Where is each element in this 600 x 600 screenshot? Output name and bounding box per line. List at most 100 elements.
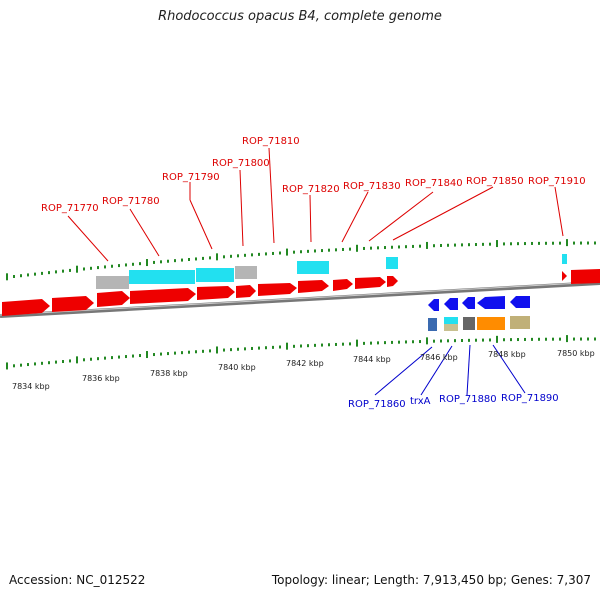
- forward-gene-arrow[interactable]: [333, 279, 353, 291]
- major-tick: [566, 239, 568, 247]
- minor-tick: [139, 262, 141, 266]
- feature-box[interactable]: [96, 276, 129, 289]
- minor-tick: [223, 348, 225, 352]
- minor-tick: [580, 337, 582, 341]
- axis-tick-label: 7838 kbp: [150, 369, 188, 378]
- feature-box[interactable]: [428, 318, 437, 331]
- forward-gene-arrow[interactable]: [2, 299, 50, 316]
- gene-label[interactable]: trxA: [410, 396, 431, 407]
- major-tick: [146, 351, 148, 359]
- minor-tick: [398, 245, 400, 249]
- gene-label[interactable]: ROP_71830: [343, 181, 401, 192]
- gene-label[interactable]: ROP_71770: [41, 203, 99, 214]
- minor-tick: [342, 342, 344, 346]
- forward-gene-arrow[interactable]: [571, 269, 600, 284]
- gene-label[interactable]: ROP_71800: [212, 158, 270, 169]
- forward-gene-arrow[interactable]: [52, 296, 94, 312]
- minor-tick: [461, 243, 463, 247]
- forward-gene-arrow[interactable]: [562, 271, 567, 281]
- forward-gene-arrow[interactable]: [298, 280, 329, 293]
- minor-tick: [545, 241, 547, 245]
- minor-tick: [482, 242, 484, 246]
- minor-tick: [27, 363, 29, 367]
- minor-tick: [405, 245, 407, 249]
- feature-box[interactable]: [444, 324, 458, 331]
- minor-tick: [209, 349, 211, 353]
- major-tick: [286, 342, 288, 350]
- lower-tick-row: [6, 335, 596, 370]
- forward-gene-arrow[interactable]: [258, 283, 297, 296]
- minor-tick: [34, 272, 36, 276]
- minor-tick: [538, 241, 540, 245]
- gene-label[interactable]: ROP_71820: [282, 184, 340, 195]
- gene-label[interactable]: ROP_71840: [405, 178, 463, 189]
- minor-tick: [244, 347, 246, 351]
- feature-box[interactable]: [477, 317, 505, 330]
- minor-tick: [489, 242, 491, 246]
- gene-label[interactable]: ROP_71910: [528, 176, 586, 187]
- feature-box[interactable]: [444, 317, 458, 324]
- feature-box[interactable]: [463, 317, 475, 330]
- minor-tick: [237, 254, 239, 258]
- axis-tick-label: 7846 kbp: [420, 353, 458, 362]
- feature-box[interactable]: [297, 261, 329, 274]
- reverse-gene-arrow[interactable]: [444, 298, 458, 310]
- feature-box[interactable]: [196, 268, 234, 282]
- minor-tick: [118, 355, 120, 359]
- minor-tick: [349, 342, 351, 346]
- minor-tick: [391, 340, 393, 344]
- reverse-gene-arrow[interactable]: [477, 296, 505, 309]
- minor-tick: [314, 249, 316, 253]
- forward-gene-arrow[interactable]: [387, 276, 398, 287]
- minor-tick: [580, 241, 582, 245]
- reverse-gene-arrow[interactable]: [462, 297, 475, 309]
- forward-gene-arrow[interactable]: [97, 291, 130, 307]
- gene-label[interactable]: ROP_71780: [102, 196, 160, 207]
- minor-tick: [321, 249, 323, 253]
- minor-tick: [258, 252, 260, 256]
- minor-tick: [433, 339, 435, 343]
- minor-tick: [419, 244, 421, 248]
- feature-box[interactable]: [510, 316, 530, 329]
- gene-label[interactable]: ROP_71790: [162, 172, 220, 183]
- forward-gene-arrow[interactable]: [197, 286, 235, 300]
- gene-label[interactable]: ROP_71890: [501, 393, 559, 404]
- minor-tick: [41, 271, 43, 275]
- minor-tick: [328, 248, 330, 252]
- gene-label[interactable]: ROP_71810: [242, 136, 300, 147]
- forward-gene-arrow[interactable]: [236, 285, 256, 298]
- minor-tick: [160, 352, 162, 356]
- minor-tick: [251, 253, 253, 257]
- reverse-gene-arrow[interactable]: [428, 299, 439, 311]
- gene-label[interactable]: ROP_71860: [348, 399, 406, 410]
- minor-tick: [20, 363, 22, 367]
- feature-box[interactable]: [386, 257, 398, 269]
- minor-tick: [48, 271, 50, 275]
- minor-tick: [377, 341, 379, 345]
- minor-tick: [531, 337, 533, 341]
- minor-tick: [412, 244, 414, 248]
- minor-tick: [377, 246, 379, 250]
- major-tick: [426, 337, 428, 345]
- forward-gene-arrow[interactable]: [355, 277, 386, 289]
- minor-tick: [363, 341, 365, 345]
- feature-box[interactable]: [235, 266, 257, 279]
- minor-tick: [251, 346, 253, 350]
- minor-tick: [223, 255, 225, 259]
- axis-tick-labels: 7834 kbp 7836 kbp 7838 kbp 7840 kbp 7842…: [12, 349, 595, 391]
- minor-tick: [132, 354, 134, 358]
- gene-label[interactable]: ROP_71880: [439, 394, 497, 405]
- forward-gene-arrow[interactable]: [130, 288, 196, 304]
- feature-box[interactable]: [129, 270, 195, 284]
- forward-gene-track: [2, 269, 600, 316]
- minor-tick: [230, 348, 232, 352]
- reverse-gene-arrow[interactable]: [510, 296, 530, 308]
- minor-tick: [384, 341, 386, 345]
- minor-tick: [573, 337, 575, 341]
- minor-tick: [244, 253, 246, 257]
- feature-box[interactable]: [562, 254, 567, 264]
- gene-label[interactable]: ROP_71850: [466, 176, 524, 187]
- minor-tick: [83, 267, 85, 271]
- minor-tick: [300, 250, 302, 254]
